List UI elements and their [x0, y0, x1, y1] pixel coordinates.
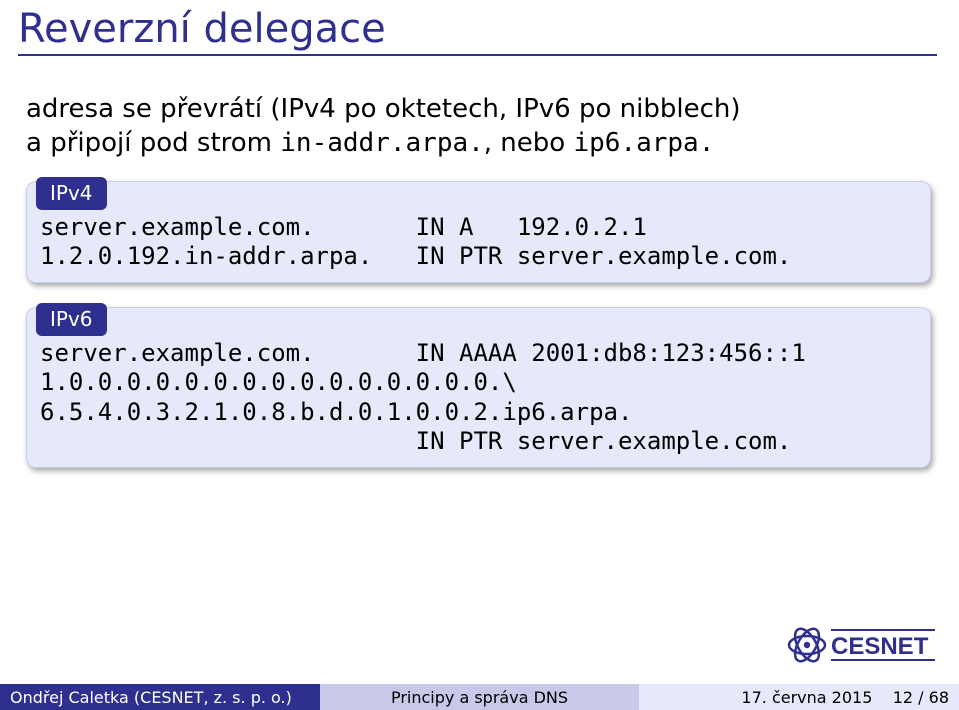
slide-content: adresa se převrátí (IPv4 po oktetech, IP…: [0, 56, 959, 468]
footer-title: Principy a správa DNS: [320, 684, 640, 710]
cesnet-logo: CESNET: [785, 622, 935, 668]
footer: Ondřej Caletka (CESNET, z. s. p. o.) Pri…: [0, 684, 959, 710]
intro-mid: , nebo: [484, 128, 574, 158]
footer-date: 17. června 2015: [741, 688, 872, 707]
footer-page: 12 / 68: [893, 688, 949, 707]
ipv6-code: server.example.com. IN AAAA 2001:db8:123…: [40, 339, 917, 456]
intro-line-b: a připojí pod strom: [26, 128, 280, 158]
intro-text: adresa se převrátí (IPv4 po oktetech, IP…: [26, 92, 931, 161]
footer-date-page: 17. června 2015 12 / 68: [639, 684, 959, 710]
ipv4-code: server.example.com. IN A 192.0.2.1 1.2.0…: [40, 213, 917, 272]
intro-code-1: in-addr.arpa.: [280, 128, 484, 158]
intro-code-2: ip6.arpa.: [573, 128, 714, 158]
ipv4-badge: IPv4: [36, 177, 107, 210]
logo-text: CESNET: [831, 633, 929, 660]
ipv4-block: IPv4 server.example.com. IN A 192.0.2.1 …: [26, 181, 931, 284]
intro-line-a: adresa se převrátí (IPv4 po oktetech, IP…: [26, 94, 740, 124]
slide-title: Reverzní delegace: [0, 0, 959, 54]
footer-author: Ondřej Caletka (CESNET, z. s. p. o.): [0, 684, 320, 710]
ipv6-badge: IPv6: [36, 303, 107, 336]
ipv6-block: IPv6 server.example.com. IN AAAA 2001:db…: [26, 307, 931, 468]
